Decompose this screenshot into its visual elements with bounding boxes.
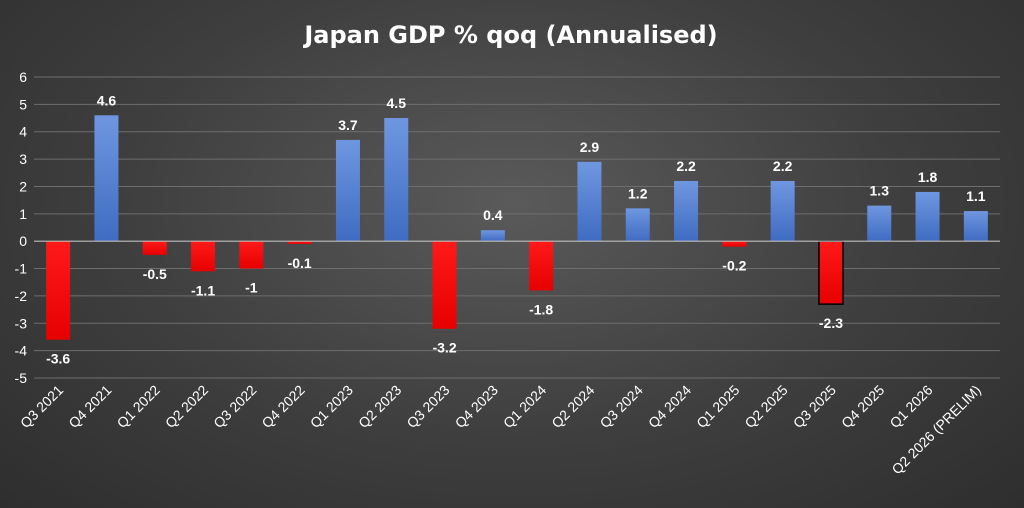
bar [963, 211, 988, 242]
chart-title: Japan GDP % qoq (Annualised) [302, 21, 717, 49]
data-label: -3.2 [432, 340, 456, 356]
bar [867, 205, 892, 242]
bars [46, 115, 988, 340]
bar [674, 180, 699, 242]
bar [577, 161, 602, 242]
gridlines [34, 76, 1000, 379]
data-label: 1.3 [870, 183, 890, 199]
bar [191, 241, 216, 272]
data-label: 4.5 [387, 95, 407, 111]
bar [722, 241, 747, 247]
bar [94, 115, 119, 242]
x-tick-label: Q1 2024 [500, 382, 549, 431]
data-label: 1.8 [918, 169, 938, 185]
data-label: -1 [245, 280, 258, 296]
data-label: -0.2 [722, 258, 746, 274]
bar [818, 240, 844, 305]
bar [142, 241, 167, 255]
data-label: 2.9 [580, 139, 600, 155]
y-tick-label: 0 [19, 233, 27, 249]
data-label: 3.7 [338, 117, 358, 133]
x-tick-label: Q4 2023 [452, 382, 501, 431]
x-tick-label: Q3 2024 [597, 382, 646, 431]
x-tick-label: Q2 2022 [162, 382, 211, 431]
x-tick-label: Q2 2025 [741, 382, 790, 431]
y-tick-label: 2 [19, 178, 27, 194]
x-tick-label: Q4 2021 [65, 382, 114, 431]
bar [625, 208, 650, 242]
data-label: -2.3 [819, 315, 843, 331]
y-tick-label: 5 [19, 96, 27, 112]
x-tick-label: Q2 2024 [548, 382, 597, 431]
x-tick-label: Q2 2026 (PRELIM) [888, 382, 984, 478]
x-tick-label: Q4 2025 [838, 382, 887, 431]
bar [432, 241, 457, 329]
x-tick-label: Q1 2023 [307, 382, 356, 431]
data-label: 4.6 [97, 92, 117, 108]
data-label: 1.1 [966, 188, 986, 204]
y-tick-label: -4 [15, 343, 28, 359]
data-label: -0.1 [288, 255, 312, 271]
data-label: 2.2 [773, 158, 793, 174]
x-tick-label: Q2 2023 [355, 382, 404, 431]
data-label: 0.4 [483, 207, 503, 223]
data-label: -1.1 [191, 282, 215, 298]
x-tick-label: Q3 2023 [403, 382, 452, 431]
x-tick-label: Q3 2021 [17, 382, 66, 431]
x-axis-ticks: Q3 2021 Q4 2021 Q1 2022 Q2 2022 Q3 2022 Q4 20… [17, 382, 984, 478]
y-tick-label: 1 [19, 206, 27, 222]
bar [239, 241, 264, 269]
data-label: -1.8 [529, 301, 553, 317]
y-tick-label: 6 [19, 69, 27, 85]
bar [384, 118, 409, 242]
y-tick-label: -3 [15, 315, 28, 331]
x-tick-label: Q1 2022 [114, 382, 163, 431]
x-tick-label: Q3 2022 [210, 382, 259, 431]
y-tick-label: -5 [15, 370, 28, 386]
data-label: -0.5 [143, 266, 167, 282]
y-tick-label: -1 [15, 261, 28, 277]
bar [915, 191, 940, 242]
bar [480, 230, 505, 242]
data-label: -3.6 [46, 351, 70, 367]
y-tick-label: -2 [15, 288, 28, 304]
y-tick-label: 4 [19, 124, 27, 140]
bar [529, 241, 554, 291]
y-axis-ticks: 6 5 4 3 2 1 0 -1 -2 -3 -4 -5 [15, 69, 28, 386]
x-tick-label: Q1 2026 [886, 382, 935, 431]
data-label: 2.2 [676, 158, 696, 174]
data-labels: -3.6 4.6 -0.5 -1.1 -1 -0.1 3.7 4.5 -3.2 0.4 -1.8 2.… [46, 92, 986, 366]
bar [335, 139, 360, 242]
bar [770, 180, 795, 242]
y-tick-label: 3 [19, 151, 27, 167]
x-tick-label: Q4 2022 [258, 382, 307, 431]
bar [287, 241, 312, 244]
x-tick-label: Q1 2025 [693, 382, 742, 431]
x-tick-label: Q3 2025 [790, 382, 839, 431]
bar [46, 241, 71, 340]
x-tick-label: Q4 2024 [645, 382, 694, 431]
data-label: 1.2 [628, 185, 648, 201]
